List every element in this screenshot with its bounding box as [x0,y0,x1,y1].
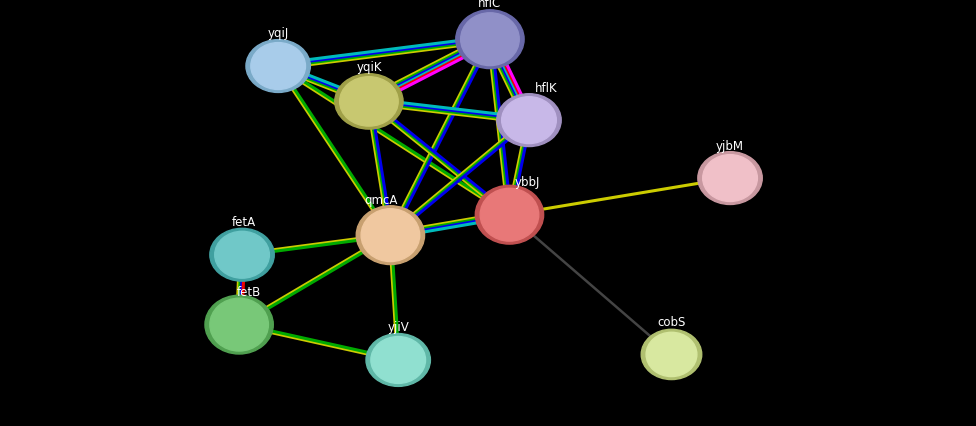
Ellipse shape [497,94,561,147]
Text: yqiJ: yqiJ [267,27,289,40]
Ellipse shape [703,155,757,201]
Text: yjiV: yjiV [387,321,409,334]
Ellipse shape [461,13,519,66]
Ellipse shape [246,40,310,92]
Ellipse shape [356,206,425,265]
Text: yjbM: yjbM [716,139,744,153]
Ellipse shape [366,334,430,386]
Ellipse shape [475,185,544,244]
Text: cobS: cobS [657,316,686,329]
Text: hflK: hflK [535,81,558,95]
Ellipse shape [210,298,268,351]
Text: hflC: hflC [478,0,502,10]
Text: fetA: fetA [232,216,256,229]
Ellipse shape [698,152,762,204]
Ellipse shape [251,43,305,89]
Text: yqiK: yqiK [356,60,382,74]
Ellipse shape [371,337,426,383]
Ellipse shape [646,332,697,377]
Ellipse shape [210,228,274,281]
Ellipse shape [502,97,556,144]
Ellipse shape [361,209,420,262]
Text: fetB: fetB [237,286,261,299]
Ellipse shape [641,329,702,380]
Text: qmcA: qmcA [364,194,397,207]
Ellipse shape [480,188,539,241]
Ellipse shape [205,295,273,354]
Ellipse shape [335,74,403,129]
Ellipse shape [215,231,269,278]
Text: ybbJ: ybbJ [514,176,540,189]
Ellipse shape [340,77,398,126]
Ellipse shape [456,10,524,69]
